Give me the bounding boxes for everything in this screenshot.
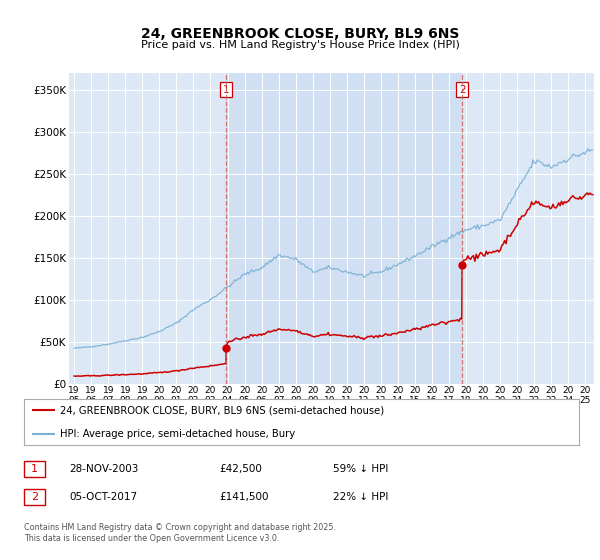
Text: 24, GREENBROOK CLOSE, BURY, BL9 6NS: 24, GREENBROOK CLOSE, BURY, BL9 6NS: [141, 27, 459, 41]
Text: HPI: Average price, semi-detached house, Bury: HPI: Average price, semi-detached house,…: [60, 428, 295, 438]
Text: 59% ↓ HPI: 59% ↓ HPI: [333, 464, 388, 474]
Text: 2: 2: [31, 492, 38, 502]
Text: £42,500: £42,500: [219, 464, 262, 474]
Text: 1: 1: [223, 85, 229, 95]
Text: 24, GREENBROOK CLOSE, BURY, BL9 6NS (semi-detached house): 24, GREENBROOK CLOSE, BURY, BL9 6NS (sem…: [60, 405, 384, 416]
Text: 2: 2: [459, 85, 466, 95]
Text: Contains HM Land Registry data © Crown copyright and database right 2025.
This d: Contains HM Land Registry data © Crown c…: [24, 524, 336, 543]
Bar: [226, 73, 462, 384]
Text: 28-NOV-2003: 28-NOV-2003: [69, 464, 139, 474]
Text: 1: 1: [31, 464, 38, 474]
Text: 22% ↓ HPI: 22% ↓ HPI: [333, 492, 388, 502]
Text: £141,500: £141,500: [219, 492, 269, 502]
Text: 05-OCT-2017: 05-OCT-2017: [69, 492, 137, 502]
Text: Price paid vs. HM Land Registry's House Price Index (HPI): Price paid vs. HM Land Registry's House …: [140, 40, 460, 50]
